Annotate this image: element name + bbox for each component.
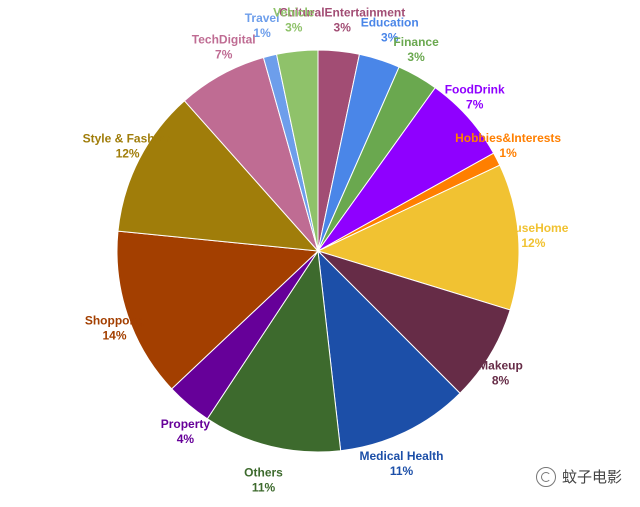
pie-label-name: HouseHome (498, 221, 568, 235)
watermark-text: 蚊子电影 (561, 468, 622, 486)
pie-label-name: Makeup (478, 359, 523, 373)
pie-label-percent: 1% (253, 26, 271, 40)
pie-label-name: Finance (393, 35, 439, 49)
pie-label-name: Others (244, 466, 283, 480)
pie-slice-househome (316, 164, 520, 311)
pie-label-name: CulturalEntertainment (279, 5, 405, 19)
pie-label-name: Style & Fashion (83, 132, 173, 146)
pie-slice-others (206, 249, 342, 453)
pie-label-percent: 1% (499, 146, 517, 160)
pie-label-percent: 11% (252, 481, 276, 495)
pie-label-name: FoodDrink (445, 82, 505, 96)
pie-label-percent: 3% (407, 50, 425, 64)
pie-label-percent: 12% (521, 236, 545, 250)
pie-slice-medical-health (317, 249, 461, 452)
pie-label-percent: 3% (381, 30, 399, 44)
pie-label-name: Medical Health (359, 449, 443, 463)
pie-label-percent: 14% (102, 328, 126, 342)
pie-label-name: Property (161, 417, 211, 431)
pie-label-name: TechDigital (192, 33, 256, 47)
pie-label-percent: 11% (390, 464, 414, 478)
pie-label-name: Shoppong (85, 313, 144, 327)
pie-slice-style-and-fashion (117, 100, 320, 252)
pie-label-percent: 12% (116, 147, 140, 161)
pie-label-percent: 8% (492, 374, 510, 388)
pie-label-name: Vehicle (273, 5, 315, 19)
pie-label-name: Hobbies&Interests (455, 131, 561, 145)
pie-label-percent: 3% (285, 20, 303, 34)
pie-label-percent: 7% (466, 97, 484, 111)
pie-label-name: Education (361, 15, 419, 29)
watermark: 蚊子电影 (535, 466, 622, 487)
pie-label-percent: 3% (334, 20, 352, 34)
pie-label-name: Travel (245, 11, 280, 25)
pie-label-percent: 4% (177, 432, 195, 446)
pie-label-percent: 7% (215, 48, 233, 62)
pie-slice-makeup (317, 250, 511, 394)
wechat-logo-icon (535, 466, 556, 487)
pie-slice-vehicle (275, 49, 319, 252)
pie-slice-shoppong (116, 230, 320, 390)
